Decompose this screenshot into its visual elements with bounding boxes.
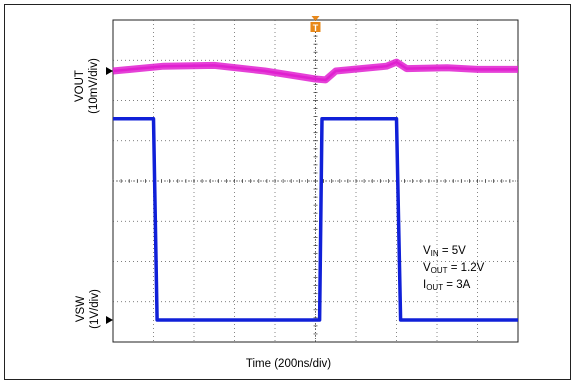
vsw-trace <box>113 117 518 322</box>
iout-annotation: IOUT = 3A <box>423 279 471 292</box>
vout-annotation: VOUT = 1.2V <box>423 262 485 275</box>
vout-trace <box>112 60 518 82</box>
vsw-label-name: VSW <box>75 295 87 323</box>
conditions-annotation: VIN = 5V VOUT = 1.2V IOUT = 3A <box>423 244 484 295</box>
vin-annotation: VIN = 5V <box>423 245 466 258</box>
vout-label-name: VOUT <box>74 70 86 102</box>
trigger-icon <box>310 22 321 32</box>
figure-frame <box>4 4 571 380</box>
trigger-label: T <box>313 23 319 33</box>
x-axis-label: Time (200ns/div) <box>245 358 332 370</box>
vsw-axis-label: VSW (1V/div) <box>74 259 106 359</box>
vout-ground-marker <box>106 67 113 75</box>
trigger-arrow <box>311 16 320 21</box>
vsw-ground-marker <box>106 316 113 324</box>
vsw-label-scale: (1V/div) <box>89 289 101 329</box>
vout-label-scale: (10mV/div) <box>88 58 100 114</box>
vout-axis-label: VOUT (10mV/div) <box>73 31 105 141</box>
